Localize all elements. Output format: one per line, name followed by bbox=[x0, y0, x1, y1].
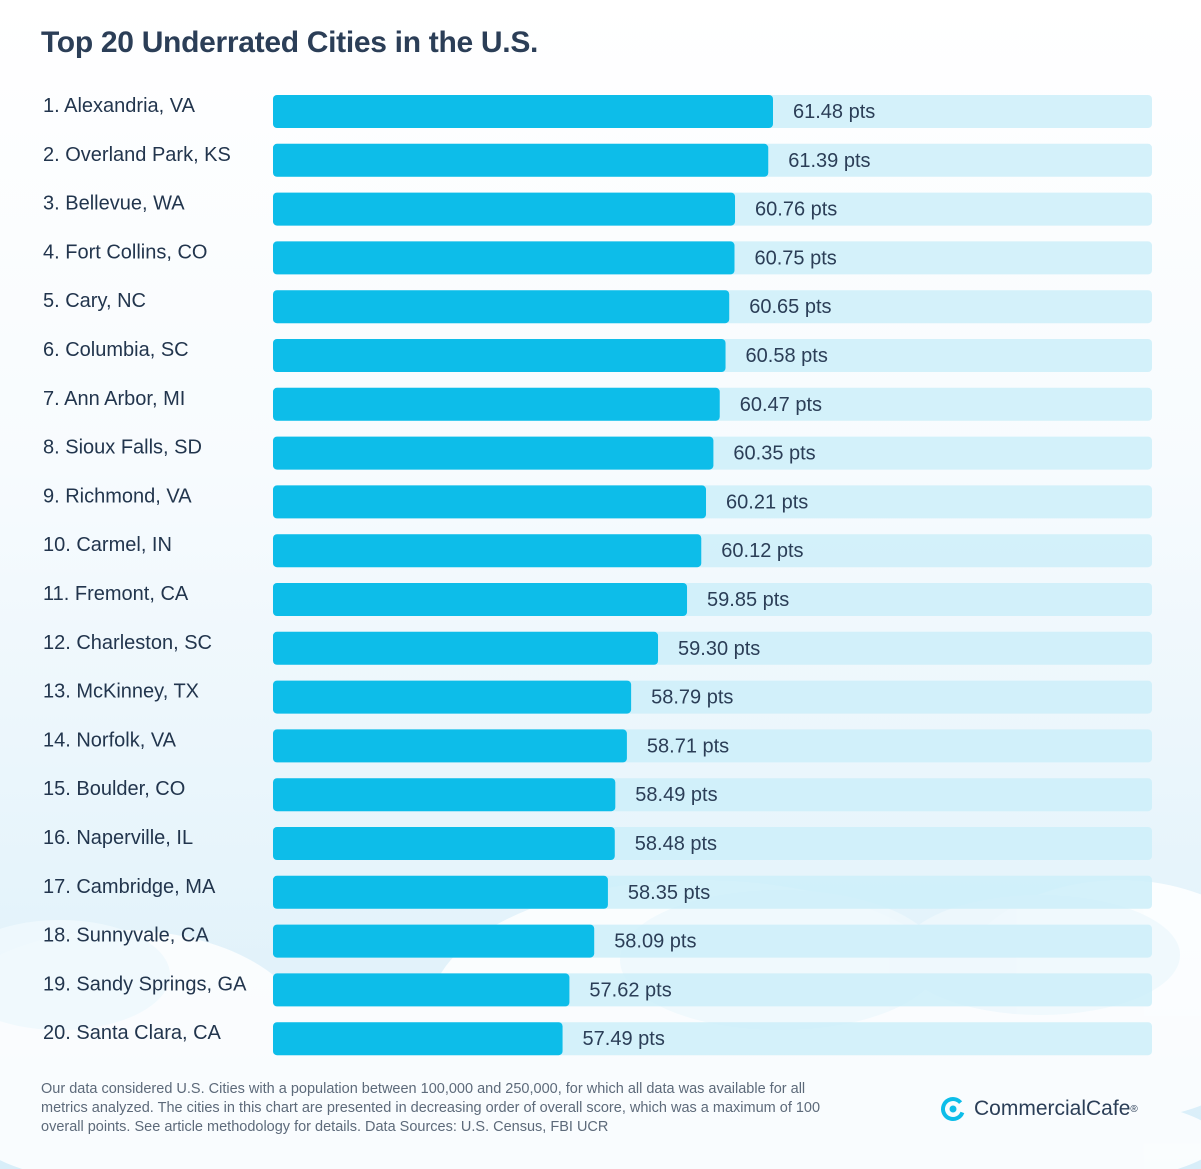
value-label: 60.35 pts bbox=[733, 443, 815, 465]
category-label: 14. Norfolk, VA bbox=[43, 729, 177, 751]
category-label: 16. Naperville, IL bbox=[43, 827, 193, 849]
value-label: 58.71 pts bbox=[647, 735, 729, 757]
chart-title: Top 20 Underrated Cities in the U.S. bbox=[41, 26, 539, 59]
bar bbox=[273, 192, 736, 226]
bar bbox=[273, 875, 608, 909]
value-label: 60.76 pts bbox=[755, 199, 837, 221]
value-label: 60.21 pts bbox=[726, 491, 808, 513]
category-label: 6. Columbia, SC bbox=[43, 339, 189, 361]
category-label: 9. Richmond, VA bbox=[43, 485, 192, 507]
category-label: 5. Cary, NC bbox=[43, 290, 146, 312]
bar bbox=[273, 827, 615, 860]
category-label: 20. Santa Clara, CA bbox=[43, 1022, 222, 1044]
brand-logo[interactable]: CommercialCafe ® bbox=[940, 1096, 1138, 1122]
category-label: 18. Sunnyvale, CA bbox=[43, 925, 209, 947]
category-label: 11. Fremont, CA bbox=[43, 583, 189, 605]
value-label: 61.48 pts bbox=[793, 101, 875, 123]
bar bbox=[273, 241, 735, 275]
bar bbox=[273, 143, 769, 177]
value-label: 60.75 pts bbox=[754, 247, 836, 269]
bar bbox=[273, 485, 707, 519]
category-label: 1. Alexandria, VA bbox=[43, 95, 196, 117]
category-label: 12. Charleston, SC bbox=[43, 632, 212, 654]
bar bbox=[273, 95, 773, 128]
category-label: 10. Carmel, IN bbox=[43, 534, 172, 556]
category-label: 4. Fort Collins, CO bbox=[43, 241, 207, 263]
value-label: 58.35 pts bbox=[628, 882, 710, 904]
bar bbox=[273, 924, 595, 958]
category-label: 19. Sandy Springs, GA bbox=[43, 973, 247, 995]
bar bbox=[273, 387, 720, 421]
bar bbox=[273, 436, 714, 470]
bar bbox=[273, 973, 570, 1007]
brand-name: CommercialCafe bbox=[974, 1097, 1131, 1120]
value-label: 58.49 pts bbox=[635, 784, 717, 806]
value-label: 61.39 pts bbox=[788, 150, 870, 172]
value-label: 59.85 pts bbox=[707, 589, 789, 611]
value-label: 60.58 pts bbox=[746, 345, 828, 367]
category-label: 17. Cambridge, MA bbox=[43, 876, 216, 898]
value-label: 60.47 pts bbox=[740, 394, 822, 416]
bar bbox=[273, 680, 632, 714]
footnote: Our data considered U.S. Cities with a p… bbox=[41, 1081, 821, 1135]
category-label: 15. Boulder, CO bbox=[43, 778, 185, 800]
bar bbox=[273, 534, 702, 568]
value-label: 57.49 pts bbox=[583, 1028, 665, 1050]
category-label: 2. Overland Park, KS bbox=[43, 144, 231, 166]
category-label: 13. McKinney, TX bbox=[43, 681, 199, 703]
value-label: 60.12 pts bbox=[721, 540, 803, 562]
brand-registered-mark: ® bbox=[1130, 1103, 1138, 1115]
value-label: 58.79 pts bbox=[651, 687, 733, 709]
category-label: 3. Bellevue, WA bbox=[43, 193, 185, 215]
category-label: 7. Ann Arbor, MI bbox=[43, 388, 185, 410]
value-label: 60.65 pts bbox=[749, 296, 831, 318]
bar bbox=[273, 290, 730, 324]
value-label: 58.09 pts bbox=[614, 931, 696, 953]
bar bbox=[273, 339, 726, 372]
bar bbox=[273, 583, 688, 616]
bar bbox=[273, 1022, 563, 1056]
bar bbox=[273, 729, 627, 763]
commercialcafe-logo-icon bbox=[941, 1097, 965, 1121]
bar bbox=[273, 778, 616, 812]
category-label: 8. Sioux Falls, SD bbox=[43, 437, 202, 459]
value-label: 59.30 pts bbox=[678, 638, 760, 660]
value-label: 58.48 pts bbox=[635, 833, 717, 855]
bar bbox=[273, 631, 659, 665]
value-label: 57.62 pts bbox=[589, 979, 671, 1001]
